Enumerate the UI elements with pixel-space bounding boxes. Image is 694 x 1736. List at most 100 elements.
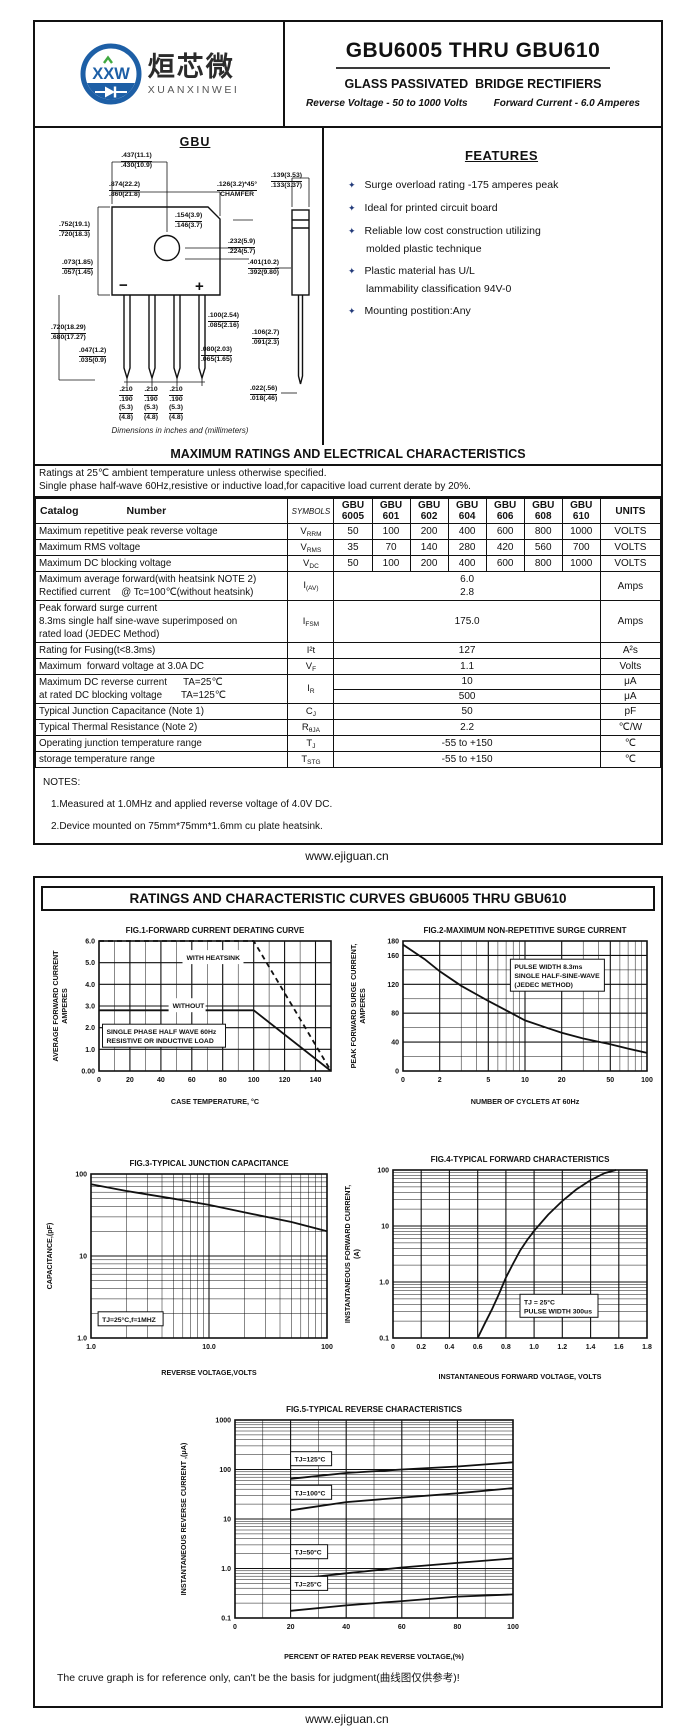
svg-text:0.1: 0.1 [221,1616,231,1623]
svg-text:CAPACITANCE,(pF): CAPACITANCE,(pF) [45,1222,54,1289]
fig2-figure: 0 2 5 10 20 50 100 0 40 80 120 160 180 PULSE WIDTH 8.… [347,923,659,1114]
svg-text:140: 140 [310,1077,322,1084]
feature-item: ✦ Reliable low cost construction utilizin… [348,225,541,237]
note-2: 2.Device mounted on 75mm*75mm*1.6mm cu p… [51,821,323,832]
dim-label: .080(2.03) .065(1.65) [201,346,232,363]
svg-text:INSTANTANEOUS FORWARD VOLTAGE,: INSTANTANEOUS FORWARD VOLTAGE, VOLTS [439,1372,602,1381]
header: XXW 烜芯微 XUANXINWEI GBU6005 THRU GBU610 G… [35,22,661,128]
svg-text:FIG.4-TYPICAL FORWARD CHARACTE: FIG.4-TYPICAL FORWARD CHARACTERISTICS [431,1155,610,1164]
table-row: Maximum forward voltage at 3.0A DC VF 1.1 V… [34,658,662,675]
test-conditions: Ratings at 25℃ ambient temperature unles… [35,466,661,498]
svg-text:80: 80 [391,1011,399,1018]
notes-heading: NOTES: [43,777,81,788]
col-model: GBU 606 [485,498,525,524]
svg-text:FIG.2-MAXIMUM NON-REPETITIVE: FIG.2-MAXIMUM NON-REPETITIVE SURGE CURRE… [423,926,626,935]
feature-item: ✦ Mounting postition:Any [348,305,471,317]
svg-text:FIG.5-TYPICAL REVERSE CHARACTE: FIG.5-TYPICAL REVERSE CHARACTERISTICS [286,1405,463,1414]
svg-text:1.0: 1.0 [529,1344,539,1351]
svg-text:10: 10 [381,1224,389,1231]
website-url-page2: www.ejiguan.cn [305,1712,389,1726]
svg-text:10: 10 [79,1254,87,1261]
brand-name-en: XUANXINWEI [147,84,240,96]
svg-text:100: 100 [321,1344,333,1351]
svg-text:10: 10 [223,1517,231,1524]
svg-text:AMPERES: AMPERES [358,988,367,1024]
svg-text:20: 20 [558,1077,566,1084]
table-row: Typical Junction Capacitance (Note 1) CJ 5… [34,703,662,720]
svg-text:80: 80 [219,1077,227,1084]
dim-label: .073(1.85) .057(1.45) [62,259,93,276]
svg-text:1.0: 1.0 [77,1336,87,1343]
dim-label: .022(.56) .018(.46) [250,385,278,402]
svg-text:100: 100 [377,1168,389,1175]
svg-text:120: 120 [387,982,399,989]
spec-summary: Reverse Voltage - 50 to 1000 Volts Forwa… [306,98,640,109]
datasheet-page-1: XXW 烜芯微 XUANXINWEI GBU6005 THRU GBU610 G… [33,20,663,845]
svg-text:AVERAGE FORWARD CURRENT: AVERAGE FORWARD CURRENT [51,950,60,1062]
svg-text:2.0: 2.0 [85,1025,95,1032]
svg-text:100: 100 [248,1077,260,1084]
svg-text:0: 0 [97,1077,101,1084]
bullet-icon: ✦ [348,180,356,190]
note-1: 1.Measured at 1.0MHz and applied reverse… [51,799,333,810]
svg-text:10.0: 10.0 [202,1344,216,1351]
svg-text:100: 100 [219,1467,231,1474]
svg-text:0.6: 0.6 [473,1344,483,1351]
svg-text:2: 2 [438,1077,442,1084]
svg-text:1.2: 1.2 [557,1344,567,1351]
datasheet-page-2: RATINGS AND CHARACTERISTIC CURVES GBU600… [33,876,663,1708]
table-row: Rating for Fusing(t<8.3ms) I²t 127 A²s [34,642,662,659]
svg-text:100: 100 [75,1172,87,1179]
svg-text:TJ = 25°C: TJ = 25°C [524,1298,555,1306]
svg-text:1.0: 1.0 [85,1047,95,1054]
dim-label: .126(3.2)*45° CHAMFER [217,181,258,198]
svg-text:1.0: 1.0 [86,1344,96,1351]
svg-text:TJ=50°C: TJ=50°C [295,1549,322,1557]
svg-text:60: 60 [398,1624,406,1631]
col-model: GBU 601 [371,498,411,524]
logo-mark-icon: XXW [80,43,142,105]
col-model: GBU 610 [561,498,601,524]
feature-item: ✦ Ideal for printed circuit board [348,202,498,214]
svg-text:20: 20 [287,1624,295,1631]
svg-text:5.0: 5.0 [85,960,95,967]
svg-text:INSTANTANEOUS REVERSE CURRENT: INSTANTANEOUS REVERSE CURRENT ,(μA) [179,1442,188,1595]
table-row: Operating junction temperature range TJ -5… [34,735,662,752]
feature-item-continued: molded plastic technique [366,243,482,255]
title-block: GBU6005 THRU GBU610 GLASS PASSIVATED BRI… [283,22,661,126]
col-catalog-number: Catalog Number [34,498,289,524]
svg-text:0: 0 [401,1077,405,1084]
svg-text:10: 10 [521,1077,529,1084]
svg-text:PULSE WIDTH 8.3ms: PULSE WIDTH 8.3ms [514,964,582,971]
table-row: Maximum RMS voltage VRMS 35 70 140 280 420 560 7… [34,539,662,556]
svg-text:0: 0 [395,1069,399,1076]
logo-monogram: XXW [92,65,130,83]
ratings-table: Catalog Number SYMBOLS GBU 6005 GBU 601 GBU 602… [34,498,662,768]
dim-label: .139(3.53) .133(3.37) [271,172,302,189]
condition-line-2: Single phase half-wave 60Hz,resistive or… [39,480,471,492]
part-number-title: GBU6005 THRU GBU610 [335,39,611,69]
svg-text:0.8: 0.8 [501,1344,511,1351]
col-model: GBU 6005 [333,498,373,524]
svg-text:1.0: 1.0 [221,1566,231,1573]
svg-text:5: 5 [486,1077,490,1084]
package-name: GBU [179,135,211,149]
brand-text: 烜芯微 XUANXINWEI [148,52,240,96]
notes-block: NOTES: 1.Measured at 1.0MHz and applied … [35,768,661,842]
bullet-icon: ✦ [348,226,356,236]
svg-text:AMPERES: AMPERES [60,988,69,1024]
dim-label: .752(19.1) .720(18.3) [59,221,90,238]
svg-text:0.1: 0.1 [379,1336,389,1343]
svg-text:NUMBER OF CYCLETS AT 60Hz: NUMBER OF CYCLETS AT 60Hz [471,1097,580,1106]
col-symbols: SYMBOLS [287,498,335,524]
features-heading: FEATURES [464,148,539,163]
col-model: GBU 608 [523,498,563,524]
svg-text:RESISTIVE OR INDUCTIVE LOAD: RESISTIVE OR INDUCTIVE LOAD [107,1038,214,1045]
svg-text:60: 60 [188,1077,196,1084]
svg-text:80: 80 [454,1624,462,1631]
dim-label: .232(5.9) .224(5.7) [228,238,256,255]
bullet-icon: ✦ [348,306,356,316]
col-units: UNITS [599,498,662,524]
svg-text:CASE TEMPERATURE, °C: CASE TEMPERATURE, °C [171,1097,259,1106]
svg-text:PULSE WIDTH 300us: PULSE WIDTH 300us [524,1308,592,1315]
